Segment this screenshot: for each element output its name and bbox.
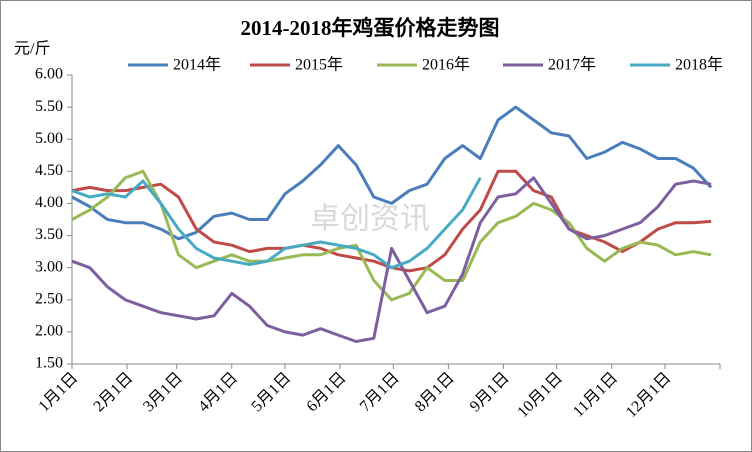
y-tick-label: 3.50 [35,226,63,243]
y-tick-label: 5.00 [35,130,63,147]
y-tick-label: 3.00 [35,258,63,275]
chart-title: 2014-2018年鸡蛋价格走势图 [241,16,500,40]
series-line [71,177,482,270]
y-tick-label: 5.50 [35,98,63,115]
legend-label: 2016年 [422,56,470,74]
y-tick-label: 1.50 [35,355,63,372]
series-line [71,169,712,302]
y-axis-label: 元/斤 [14,40,50,58]
watermark: 卓创资讯 [310,202,430,237]
y-tick-label: 4.00 [35,194,63,211]
legend-label: 2017年 [548,56,596,74]
legend-label: 2018年 [675,56,723,74]
legend-label: 2014年 [173,56,221,74]
legend-label: 2015年 [295,56,343,74]
series-line [71,176,712,343]
y-tick-label: 6.00 [35,66,63,83]
y-tick-label: 2.50 [35,290,63,307]
series-line [71,105,713,241]
y-tick-label: 2.00 [35,323,63,340]
y-tick-label: 4.50 [35,162,63,179]
